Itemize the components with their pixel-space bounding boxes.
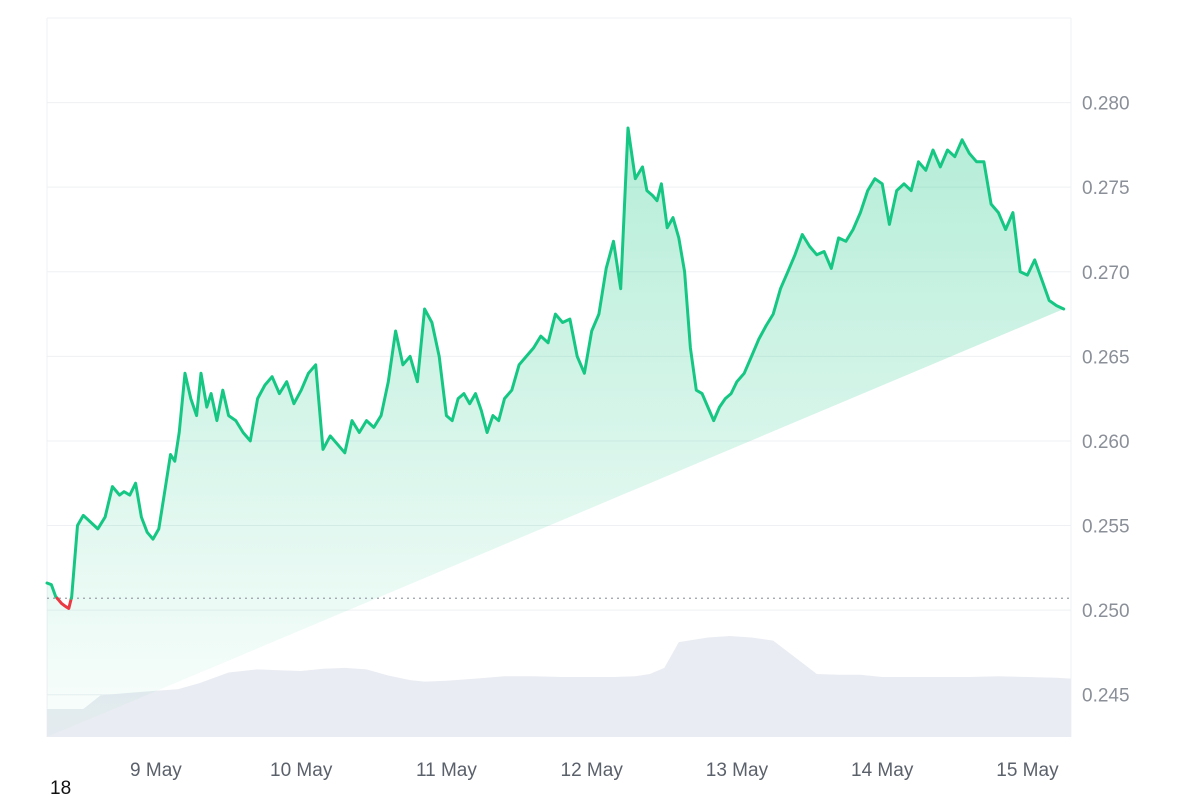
price-line-down: [55, 596, 73, 610]
x-tick-label: 10 May: [270, 760, 333, 781]
price-area-fill: [47, 128, 1064, 737]
y-tick-label: 0.260: [1082, 432, 1130, 453]
y-tick-label: 0.280: [1082, 94, 1130, 115]
price-area: [47, 128, 1064, 737]
price-line-up: [69, 126, 1066, 600]
x-tick-label: 13 May: [706, 760, 769, 781]
x-tick-label: 15 May: [996, 760, 1059, 781]
y-tick-label: 0.245: [1082, 686, 1130, 707]
x-tick-label: 11 May: [416, 760, 477, 781]
x-axis-ticks: 9 May 10 May 11 May 12 May 13 May 14 May 15 Ma…: [130, 760, 1059, 781]
y-tick-label: 0.265: [1082, 347, 1130, 368]
x-tick-label: 12 May: [561, 760, 624, 781]
y-axis-ticks: 0.245 0.250 0.255 0.260 0.265 0.270 0.275 0.280: [1082, 94, 1130, 707]
y-tick-label: 0.275: [1082, 178, 1130, 199]
corner-label: 18: [50, 778, 72, 799]
y-tick-label: 0.250: [1082, 601, 1130, 622]
x-tick-label: 14 May: [851, 760, 914, 781]
y-tick-label: 0.270: [1082, 263, 1130, 284]
price-lines: [47, 126, 1066, 610]
volume-area: [47, 636, 1071, 737]
x-tick-label: 9 May: [130, 760, 182, 781]
volume-layer: [47, 636, 1071, 737]
y-tick-label: 0.255: [1082, 517, 1130, 538]
